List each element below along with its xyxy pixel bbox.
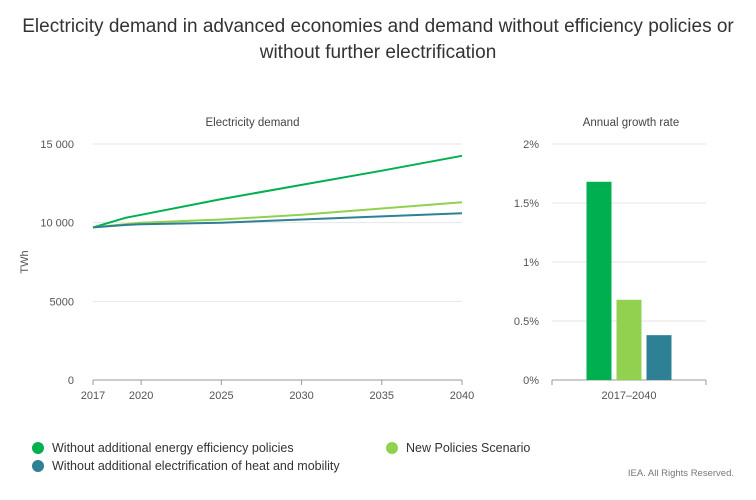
y-tick-label: 5000: [50, 296, 74, 308]
x-tick-label: 2035: [370, 390, 394, 402]
x-tick-label: 2017–2040: [601, 390, 656, 402]
chart-title-line-1: Electricity demand in advanced economies…: [22, 16, 734, 37]
bar-chart-panel: Annual growth rate 0% 0.5% 1% 1.5% 2% 2017–204…: [514, 117, 707, 402]
y-axis-label: TWh: [19, 250, 31, 273]
bar-3: [646, 335, 672, 380]
x-tick-label: 2020: [129, 390, 153, 402]
legend-dot-electrification: [32, 460, 44, 472]
y-tick-label: 0.5%: [514, 316, 539, 328]
legend-dot-new-policies: [386, 442, 398, 454]
line-chart-panel: Electricity demand TWh 0 5000 10 000 15 000 20…: [19, 117, 474, 402]
copyright-notice: IEA. All Rights Reserved.: [627, 468, 734, 479]
bar-2: [616, 299, 642, 380]
y-tick-label: 1%: [523, 257, 539, 269]
line-chart-title: Electricity demand: [206, 117, 300, 129]
y-tick-label: 0%: [523, 375, 539, 387]
legend-dot-efficiency: [32, 442, 44, 454]
bar-chart-title: Annual growth rate: [583, 117, 680, 129]
legend-item-electrification[interactable]: Without additional electrification of he…: [32, 459, 340, 473]
legend-item-efficiency[interactable]: Without additional energy efficiency pol…: [32, 441, 294, 455]
series-line-3: [92, 212, 463, 229]
series-line-1: [92, 154, 463, 229]
x-tick-label: 2025: [209, 390, 233, 402]
y-tick-label: 10 000: [40, 218, 74, 230]
legend-label-electrification: Without additional electrification of he…: [52, 459, 340, 473]
x-tick-label: 2040: [450, 390, 474, 402]
chart-title: Electricity demand in advanced economies…: [0, 14, 756, 66]
y-tick-label: 15 000: [40, 139, 74, 151]
y-tick-label: 2%: [523, 139, 539, 151]
x-tick-label: 2017: [81, 390, 105, 402]
chart-title-line-2: without further electrification: [259, 42, 497, 63]
bar-1: [586, 181, 612, 380]
x-tick-label: 2030: [289, 390, 313, 402]
legend-label-new-policies: New Policies Scenario: [406, 441, 531, 455]
legend-item-new-policies[interactable]: New Policies Scenario: [386, 441, 530, 455]
y-tick-label: 1.5%: [514, 198, 539, 210]
legend-label-efficiency: Without additional energy efficiency pol…: [52, 441, 294, 455]
y-tick-label: 0: [68, 375, 74, 387]
